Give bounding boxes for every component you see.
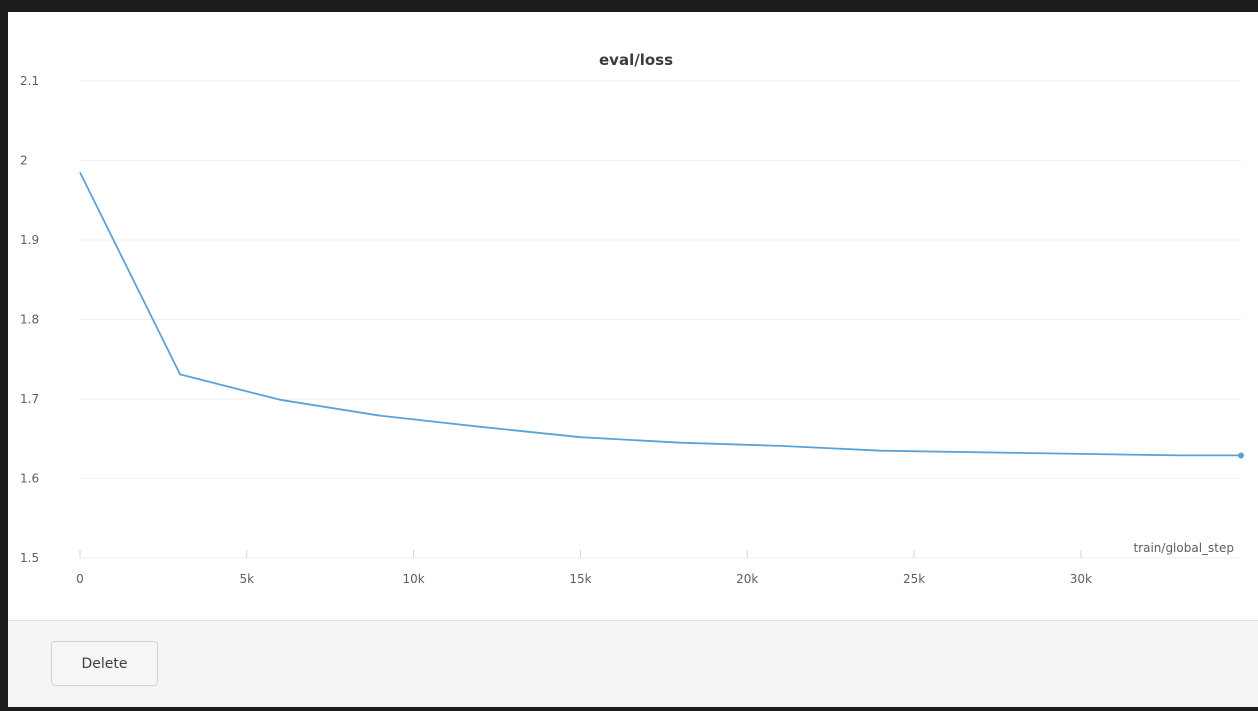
chart-panel: eval/loss 1.5 1.6 1.7 1.8 1.9 2 2.1 0 5k 10k 15k 2… [8, 12, 1258, 707]
y-tick-label: 1.8 [20, 313, 39, 327]
x-axis: 0 5k 10k 15k 20k 25k 30k [76, 550, 1092, 586]
x-tick-label: 15k [569, 572, 591, 586]
x-tick-label: 0 [76, 572, 84, 586]
y-tick-label: 1.6 [20, 472, 39, 486]
chart-area: eval/loss 1.5 1.6 1.7 1.8 1.9 2 2.1 0 5k 10k 15k 2… [8, 12, 1258, 620]
x-tick-label: 30k [1070, 572, 1092, 586]
delete-button[interactable]: Delete [51, 641, 158, 686]
y-tick-label: 1.7 [20, 392, 39, 406]
x-axis-label: train/global_step [1133, 541, 1234, 555]
series-end-point [1238, 452, 1244, 459]
y-tick-label: 1.9 [20, 233, 39, 247]
series-line [79, 172, 1241, 457]
line-chart: eval/loss 1.5 1.6 1.7 1.8 1.9 2 2.1 0 5k 10k 15k 2… [20, 51, 1244, 586]
grid-layer [80, 80, 1241, 559]
y-tick-label: 2.1 [20, 74, 39, 88]
x-tick-label: 25k [903, 572, 925, 586]
chart-title: eval/loss [599, 51, 673, 69]
series-layer [79, 172, 1244, 459]
panel-footer: Delete [8, 620, 1258, 707]
x-tick-label: 20k [736, 572, 758, 586]
x-tick-label: 5k [240, 572, 255, 586]
y-tick-label: 1.5 [20, 551, 39, 565]
x-tick-label: 10k [403, 572, 425, 586]
y-axis: 1.5 1.6 1.7 1.8 1.9 2 2.1 [20, 74, 39, 565]
y-tick-label: 2 [20, 154, 28, 168]
